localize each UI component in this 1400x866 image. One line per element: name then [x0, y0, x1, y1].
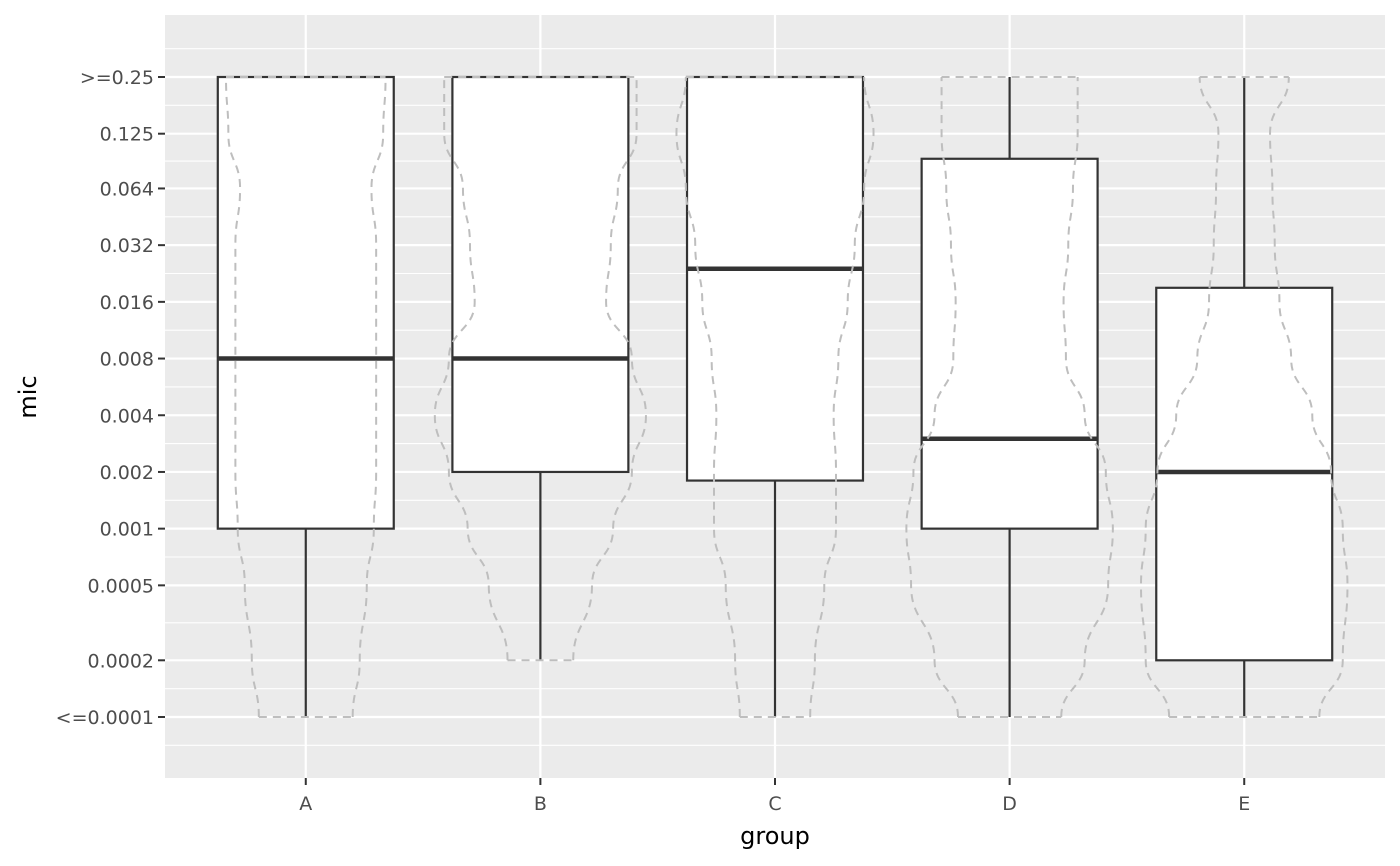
y-tick-label: <=0.0001 — [56, 707, 154, 729]
violin-left-edge — [1139, 76, 1220, 718]
boxplot-layer — [216, 75, 1334, 717]
box-E — [1155, 77, 1334, 717]
y-tick-label: 0.125 — [100, 124, 154, 146]
violin-left-edge — [905, 77, 959, 718]
x-tick-label: D — [1002, 793, 1017, 815]
violin-right-edge — [351, 76, 387, 718]
violin-left-edge — [225, 76, 260, 718]
y-tick-label: >=0.25 — [80, 67, 154, 89]
x-tick-label: C — [768, 793, 781, 815]
y-tick-label: 0.001 — [100, 519, 154, 541]
iqr-box — [920, 157, 1099, 530]
iqr-box — [685, 75, 865, 482]
violin-A — [225, 76, 387, 718]
y-tick-label: 0.002 — [100, 462, 154, 484]
y-tick-label: 0.0005 — [88, 575, 154, 597]
box-A — [216, 75, 395, 717]
violin-layer — [225, 76, 1349, 718]
violin-B — [433, 76, 647, 662]
y-tick-label: 0.016 — [100, 292, 154, 314]
violin-left-edge — [433, 77, 509, 661]
x-axis: A B C D E — [299, 778, 1250, 815]
y-tick-label: 0.004 — [100, 405, 154, 427]
violin-right-edge — [1269, 76, 1349, 718]
box-B — [451, 75, 630, 661]
violin-D — [905, 76, 1114, 718]
violin-left-edge — [675, 76, 741, 718]
y-axis-title: mic — [14, 375, 42, 418]
violin-C — [675, 76, 875, 718]
y-tick-label: 0.008 — [100, 349, 154, 371]
violin-right-edge — [809, 76, 875, 718]
violin-E — [1139, 76, 1349, 718]
x-tick-label: E — [1238, 793, 1250, 815]
x-tick-label: A — [299, 793, 312, 815]
y-tick-label: 0.032 — [100, 235, 154, 257]
y-tick-label: 0.0002 — [88, 650, 154, 672]
x-axis-title: group — [740, 822, 810, 850]
iqr-box — [451, 75, 630, 474]
box-D — [920, 77, 1099, 717]
y-axis: <=0.0001 0.0002 0.0005 0.001 0.002 0.004 0.008… — [56, 67, 165, 729]
violin-right-edge — [1060, 77, 1114, 718]
y-tick-label: 0.064 — [100, 178, 154, 200]
x-tick-label: B — [534, 793, 547, 815]
iqr-box — [216, 75, 395, 530]
violin-right-edge — [572, 77, 647, 661]
